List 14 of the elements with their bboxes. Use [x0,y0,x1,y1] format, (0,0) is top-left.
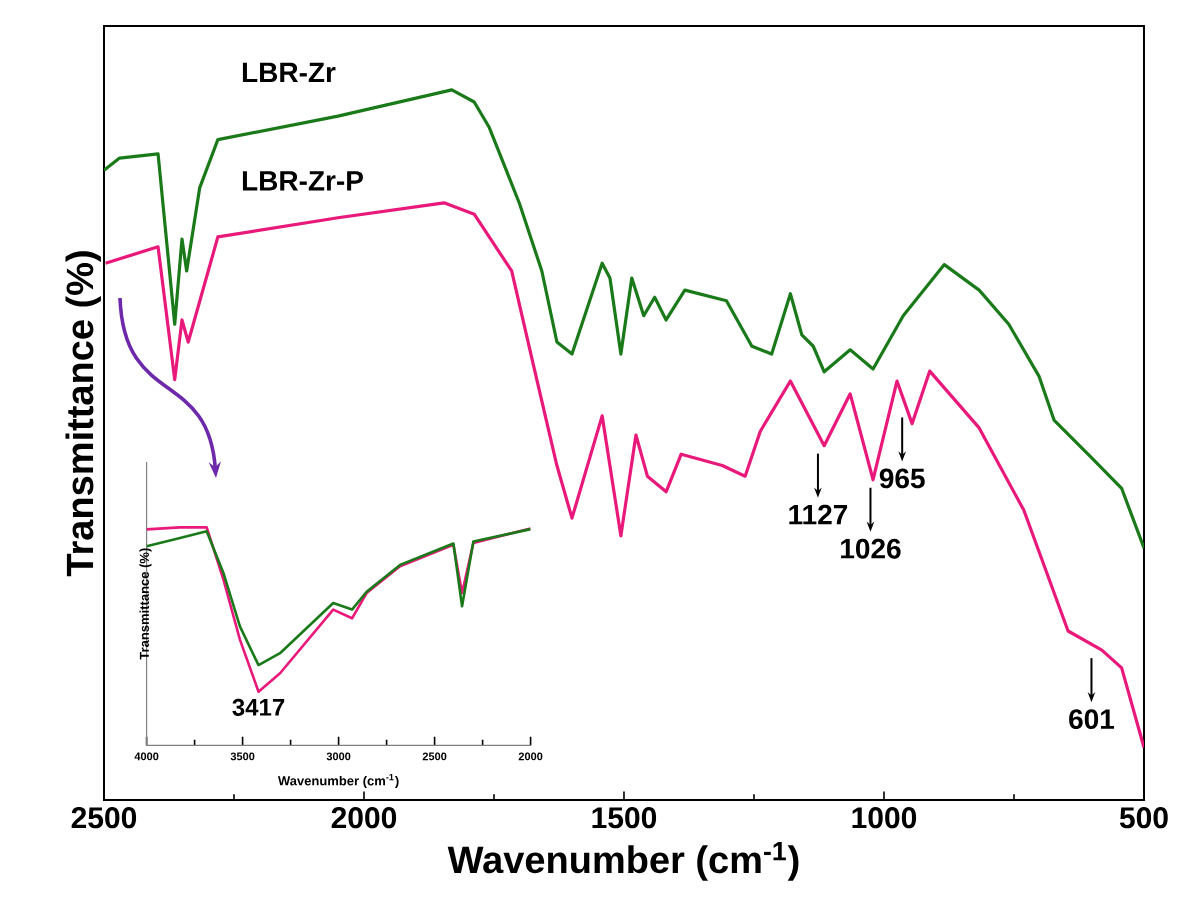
x-tick-label: 2000 [331,807,397,829]
x-tick-label: 1500 [592,807,657,829]
annotation: 3417 [232,698,285,716]
x-tick-label: 1000 [852,807,917,829]
y-axis-title: Transmittance (%) [65,251,101,577]
annotation: 601 [1069,709,1115,730]
x-tick-label: 500 [1119,807,1168,829]
x-tick-label: 2500 [71,807,137,829]
annotation: 1127 [789,504,848,525]
series-label: LBR-Zr-P [242,171,363,191]
annotation: 1026 [841,538,901,559]
annotation: 965 [879,468,925,489]
series-label: LBR-Zr [242,62,336,83]
x-axis-title: Wavenumber (cm$^{-1}$) [447,842,799,881]
